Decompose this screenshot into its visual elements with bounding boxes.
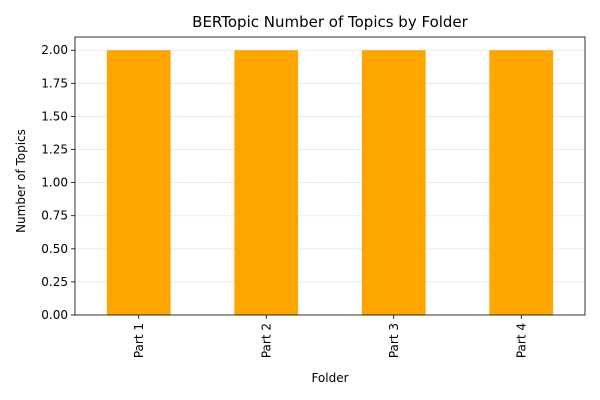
bar [361,50,426,315]
y-tick-label: 0.50 [41,242,68,256]
y-tick-label: 0.25 [41,275,68,289]
bar [106,50,171,315]
y-tick-label: 1.25 [41,143,68,157]
chart-title: BERTopic Number of Topics by Folder [192,13,469,31]
y-tick-label: 1.00 [41,176,68,190]
x-tick-label: Part 4 [514,323,528,358]
x-tick-label: Part 3 [387,323,401,358]
plot-frame [74,36,586,316]
y-tick-label: 1.50 [41,109,68,123]
y-tick-label: 0.75 [41,209,68,223]
y-axis-label: Number of Topics [14,129,28,233]
bars [106,50,554,315]
bar [234,50,299,315]
axes [74,36,586,316]
y-tick-label: 1.75 [41,76,68,90]
y-tick-label: 0.00 [41,308,68,322]
x-axis-label: Folder [311,371,348,385]
x-ticks: Part 1 Part 2 Part 3 Part 4 [132,315,528,358]
x-tick-label: Part 1 [132,323,146,358]
x-tick-label: Part 2 [259,323,273,358]
y-ticks: 0.00 0.25 0.50 0.75 1.00 1.25 1.50 1.75 2.00 [41,43,75,322]
y-tick-label: 2.00 [41,43,68,57]
bar [489,50,554,315]
